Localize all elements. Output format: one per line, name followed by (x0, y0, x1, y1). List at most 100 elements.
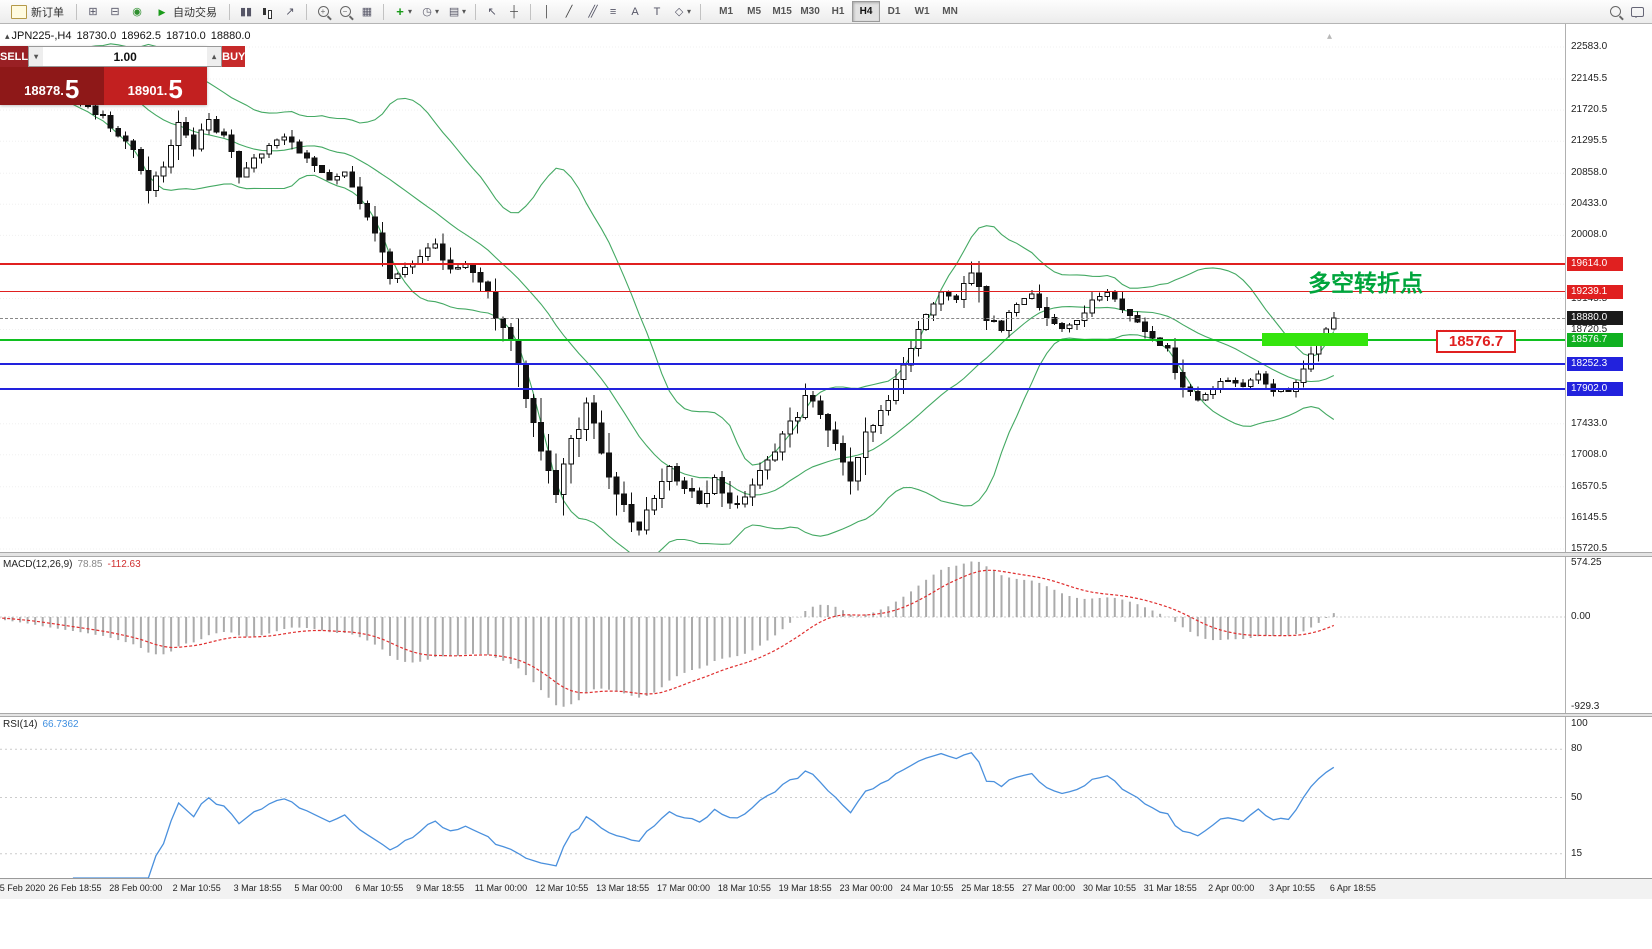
rsi-axis[interactable]: 100 80 50 15 (1565, 717, 1652, 878)
rsi-canvas[interactable] (0, 717, 1565, 878)
time-axis-label: 24 Mar 10:55 (900, 883, 954, 893)
buy-price-display[interactable]: 18901. 5 (103, 67, 207, 105)
navigator-icon: ◉ (132, 5, 142, 18)
time-axis-label: 12 Mar 10:55 (535, 883, 589, 893)
macd-canvas[interactable] (0, 557, 1565, 713)
price-axis-label: 17433.0 (1571, 417, 1608, 429)
search-button[interactable] (1605, 2, 1625, 22)
timeframe-M5[interactable]: M5 (747, 6, 762, 17)
text-button[interactable]: A (625, 2, 645, 22)
highlight-bar[interactable] (1262, 333, 1368, 346)
rsi-axis-label: 15 (1571, 847, 1583, 859)
zoom-in-button[interactable]: + (313, 2, 333, 22)
zoom-out-button[interactable]: − (335, 2, 355, 22)
price-axis[interactable]: 22583.0 22145.5 21720.5 21295.5 20858.0 20433… (1565, 24, 1652, 554)
bar-chart-button[interactable]: ▮▮ (236, 2, 256, 22)
navigator-button[interactable]: ◉ (127, 2, 147, 22)
trendline-icon: ╱ (565, 5, 573, 18)
annotation-text[interactable]: 多空转折点 (1308, 270, 1423, 296)
toolbar-separator (76, 3, 77, 20)
price-axis-label: 20008.0 (1571, 229, 1608, 241)
community-button[interactable] (1627, 2, 1647, 22)
macd-axis-label: -929.3 (1571, 700, 1600, 712)
toolbar-separator (700, 3, 702, 20)
price-axis-label: 22145.5 (1571, 73, 1608, 84)
timeframe-M30[interactable]: M30 (800, 6, 820, 17)
chart-title: ▴ JPN225-,H4 18730.0 18962.5 18710.0 18880.0 (5, 30, 251, 42)
sell-price-display[interactable]: 18878. 5 (0, 67, 104, 105)
timeframe-H1[interactable]: H1 (831, 6, 845, 17)
rsi-name: RSI(14) (3, 719, 38, 730)
panel-separator[interactable] (0, 713, 1652, 717)
rsi-value: 66.7362 (42, 719, 79, 730)
time-axis-label: 3 Apr 10:55 (1268, 883, 1316, 893)
volume-input[interactable] (43, 48, 208, 65)
line-chart-button[interactable]: ↗ (280, 2, 300, 22)
macd-name: MACD(12,26,9) (3, 559, 73, 570)
market-watch-icon: ⊞ (88, 5, 98, 18)
time-axis-label: 23 Mar 00:00 (839, 883, 893, 893)
buy-button[interactable]: BUY (222, 46, 246, 67)
price-callout[interactable]: 18576.7 (1436, 330, 1516, 353)
macd-label: MACD(12,26,9) 78.85 -112.63 (3, 559, 146, 570)
autotrading-button[interactable]: ▶ 自动交易 (149, 2, 223, 22)
price-axis-label: 18720.5 (1571, 323, 1608, 335)
time-axis-label: 31 Mar 18:55 (1143, 883, 1197, 893)
main-chart-canvas[interactable] (0, 24, 1565, 552)
channel-button[interactable]: ╱╱ (581, 2, 601, 22)
cursor-button[interactable]: ↖ (482, 2, 502, 22)
periods-icon: ◷ (422, 5, 432, 18)
price-badge: 18576.7 (1567, 333, 1623, 348)
market-watch-button[interactable]: ⊞ (83, 2, 103, 22)
rsi-panel: RSI(14) 66.7362 100 80 50 15 (0, 717, 1652, 878)
autotrading-icon: ▶ (158, 6, 166, 17)
price-axis-label: 16570.5 (1571, 480, 1608, 492)
fibonacci-button[interactable]: ≡ (603, 2, 623, 22)
chevron-down-icon: ▾ (408, 7, 413, 16)
time-axis-label: 5 Mar 00:00 (294, 883, 343, 893)
rsi-axis-label: 80 (1571, 743, 1583, 755)
timeframe-MN[interactable]: MN (942, 6, 958, 17)
volume-decrease-button[interactable]: ▾ (29, 47, 44, 66)
trendline-button[interactable]: ╱ (559, 2, 579, 22)
time-axis-label: 19 Mar 18:55 (778, 883, 832, 893)
data-window-button[interactable]: ⊟ (105, 2, 125, 22)
new-order-label: 新订单 (31, 6, 64, 19)
price-badge: 18880.0 (1567, 310, 1623, 325)
new-order-icon (11, 4, 27, 19)
time-axis-label: 2 Apr 00:00 (1208, 883, 1255, 893)
one-click-toggle[interactable]: ▴ (5, 31, 10, 41)
time-axis-label: 3 Mar 18:55 (233, 883, 282, 893)
timeframe-H4[interactable]: H4 (852, 1, 881, 22)
sell-button[interactable]: SELL (0, 46, 29, 67)
vertical-line-button[interactable]: │ (537, 2, 557, 22)
candlestick-chart-button[interactable] (258, 2, 278, 22)
tile-windows-button[interactable]: ▦ (357, 2, 377, 22)
crosshair-button[interactable]: ┼ (504, 2, 524, 22)
timeframe-M1[interactable]: M1 (719, 6, 734, 17)
timeframe-W1[interactable]: W1 (914, 6, 930, 17)
fibonacci-icon: ≡ (609, 5, 617, 18)
time-axis-label: 9 Mar 18:55 (416, 883, 465, 893)
volume-stepper: ▾ ▴ (28, 46, 223, 67)
panel-separator[interactable] (0, 552, 1652, 557)
new-order-button[interactable]: 新订单 (5, 2, 70, 22)
buy-price-small: 18901. (127, 83, 168, 98)
time-axis-label: 25 Mar 18:55 (961, 883, 1015, 893)
time-axis-label: 13 Mar 18:55 (596, 883, 650, 893)
periods-button[interactable]: ◷ ▾ (417, 2, 442, 22)
label-button[interactable]: T (647, 2, 667, 22)
templates-button[interactable]: ▤ ▾ (444, 2, 469, 22)
timeframe-M15[interactable]: M15 (772, 6, 792, 17)
data-window-icon: ⊟ (110, 5, 120, 18)
timeframe-D1[interactable]: D1 (887, 6, 901, 17)
chevron-down-icon: ▾ (462, 7, 467, 16)
indicators-button[interactable]: + ▾ (390, 2, 415, 22)
shapes-button[interactable]: ◇ ▾ (669, 2, 694, 22)
symbol-period-label: JPN225-,H4 (11, 30, 72, 42)
crosshair-icon: ┼ (510, 5, 518, 18)
volume-increase-button[interactable]: ▴ (207, 47, 222, 66)
macd-axis[interactable]: 574.25 0.00 -929.3 (1565, 557, 1652, 713)
chevron-down-icon: ▾ (435, 7, 440, 16)
